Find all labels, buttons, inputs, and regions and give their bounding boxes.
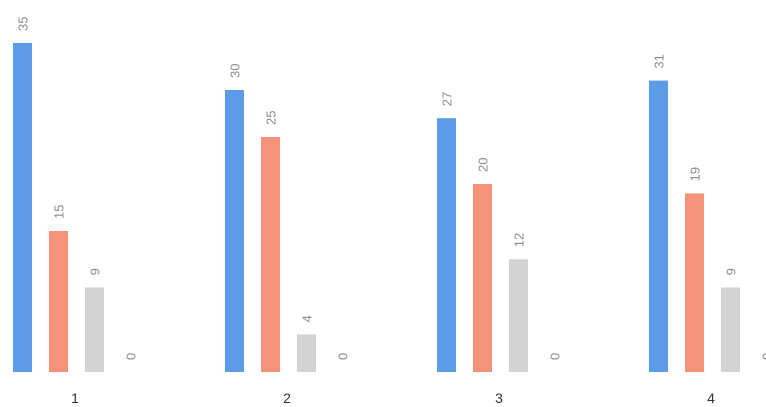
data-label-s3-c1: 9 (88, 268, 103, 275)
data-label-s4-c4: 0 (760, 353, 766, 360)
bar-s1-c4 (649, 80, 668, 372)
category-label-1: 1 (71, 390, 79, 406)
bar-s3-c1 (85, 287, 104, 372)
data-labels-group: 35 15 9 0 30 25 4 0 27 20 12 0 31 19 9 0 (16, 17, 766, 360)
category-labels-group: 1 2 3 4 (71, 390, 715, 406)
bar-s1-c2 (225, 90, 244, 372)
bar-s1-c3 (437, 118, 456, 372)
data-label-s1-c2: 30 (228, 64, 243, 78)
data-label-s2-c2: 25 (264, 111, 279, 125)
data-label-s2-c4: 19 (688, 167, 703, 181)
category-label-3: 3 (495, 390, 503, 406)
bar-s3-c2 (297, 334, 316, 372)
bar-s1-c1 (13, 43, 32, 372)
category-label-2: 2 (283, 390, 291, 406)
bar-s2-c2 (261, 137, 280, 372)
data-label-s1-c3: 27 (440, 92, 455, 106)
bars-group (13, 43, 740, 372)
data-label-s4-c1: 0 (124, 353, 139, 360)
data-label-s3-c4: 9 (724, 268, 739, 275)
bar-s2-c1 (49, 231, 68, 372)
category-label-4: 4 (707, 390, 715, 406)
bar-s3-c4 (721, 287, 740, 372)
data-label-s2-c1: 15 (52, 205, 67, 219)
data-label-s2-c3: 20 (476, 158, 491, 172)
data-label-s1-c1: 35 (16, 17, 31, 31)
data-label-s3-c3: 12 (512, 233, 527, 247)
data-label-s1-c4: 31 (652, 54, 667, 68)
data-label-s3-c2: 4 (300, 315, 315, 322)
bar-s3-c3 (509, 259, 528, 372)
bar-s2-c4 (685, 193, 704, 372)
data-label-s4-c3: 0 (548, 353, 563, 360)
bar-s2-c3 (473, 184, 492, 372)
data-label-s4-c2: 0 (336, 353, 351, 360)
